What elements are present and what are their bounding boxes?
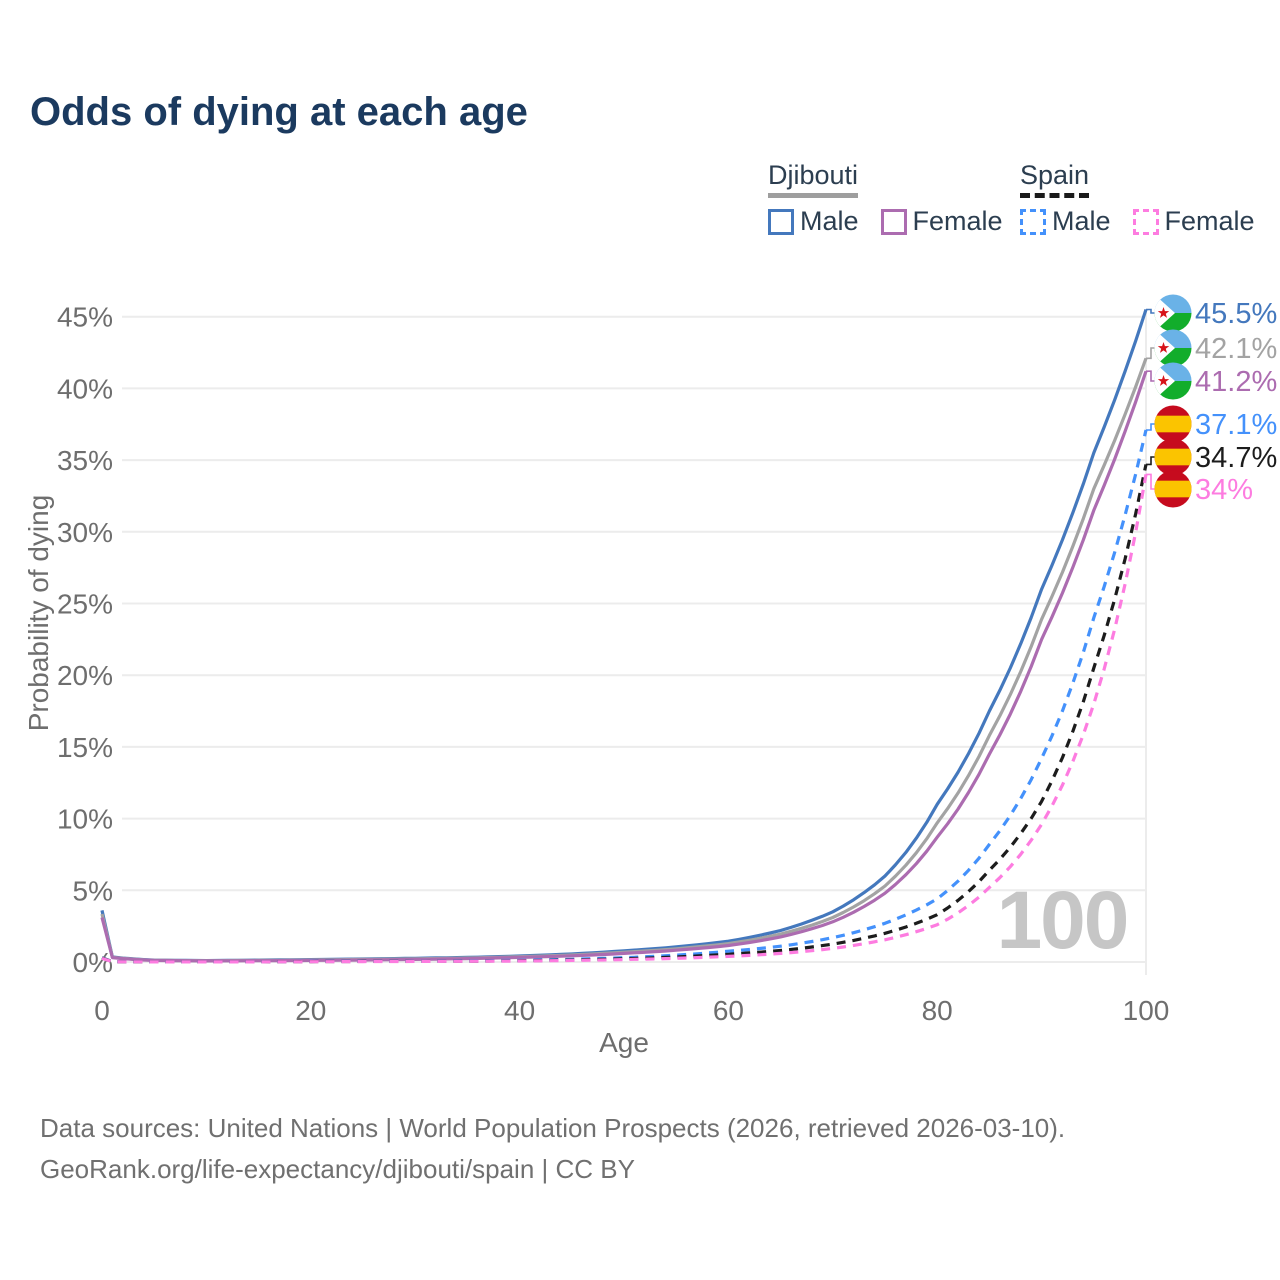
footer: Data sources: United Nations | World Pop… <box>40 1108 1065 1190</box>
flag-icon-spain <box>1154 405 1192 443</box>
legend-chip-djibouti-female[interactable] <box>880 208 907 235</box>
series-line-spain-both-sexes <box>101 464 1148 964</box>
series-line-djibouti-both-sexes <box>100 357 1148 963</box>
end-label-leader-djibouti-female <box>1146 370 1157 382</box>
end-label-value-djibouti-both-sexes: 42.1% <box>1195 333 1277 365</box>
legend-spain-header: Spain <box>1020 160 1090 198</box>
x-tick-20: 20 <box>295 995 326 1026</box>
flag-icon-djibouti <box>1154 362 1192 400</box>
end-label-leader-spain-male <box>1146 423 1157 431</box>
series-line-djibouti-female <box>100 370 1148 963</box>
end-label-leader-spain-both-sexes <box>1146 456 1157 466</box>
end-label-leader-spain-female <box>1146 473 1157 490</box>
legend-group-spain: Spain Male Female <box>1020 160 1277 237</box>
legend-label-spain-male[interactable]: Male <box>1052 206 1111 236</box>
end-label-leader-djibouti-both-sexes <box>1146 347 1157 360</box>
legend-group-djibouti: Djibouti Male Female <box>768 160 1025 237</box>
legend-label-djibouti-female[interactable]: Female <box>912 206 1003 236</box>
legend-djibouti-header: Djibouti <box>768 160 859 198</box>
legend: Djibouti Male Female Spain Male Female <box>0 160 1280 244</box>
y-tick-10%: 10% <box>57 804 113 835</box>
end-label-value-djibouti-female: 41.2% <box>1195 366 1277 398</box>
y-tick-15%: 15% <box>57 732 113 763</box>
flag-icon-djibouti <box>1154 294 1192 332</box>
flag-icon-djibouti <box>1154 329 1192 367</box>
watermark-age-100: 100 <box>997 875 1128 966</box>
legend-chip-spain-female[interactable] <box>1132 208 1159 235</box>
legend-label-djibouti-male[interactable]: Male <box>800 206 859 236</box>
legend-chip-spain-male[interactable] <box>1020 208 1046 235</box>
y-tick-30%: 30% <box>57 517 113 548</box>
legend-djibouti-items: Male Female <box>768 206 1025 237</box>
y-tick-0%: 0% <box>73 947 113 978</box>
legend-chip-djibouti-male[interactable] <box>768 208 794 235</box>
flag-icon-spain <box>1154 470 1192 508</box>
y-tick-40%: 40% <box>57 373 113 404</box>
x-tick-40: 40 <box>504 995 535 1026</box>
end-label-value-djibouti-male: 45.5% <box>1195 298 1277 330</box>
series-line-spain-male <box>101 429 1148 964</box>
legend-label-spain-female[interactable]: Female <box>1164 206 1255 236</box>
x-tick-100: 100 <box>1123 995 1170 1026</box>
y-tick-20%: 20% <box>57 660 113 691</box>
end-label-value-spain-male: 37.1% <box>1195 409 1277 441</box>
series-line-djibouti-male <box>100 308 1148 963</box>
legend-spain-items: Male Female <box>1020 206 1277 237</box>
end-label-value-spain-both-sexes: 34.7% <box>1195 442 1277 474</box>
y-tick-35%: 35% <box>57 445 113 476</box>
end-label-leader-djibouti-male <box>1146 308 1157 314</box>
y-tick-45%: 45% <box>57 302 113 333</box>
page-title: Odds of dying at each age <box>30 90 528 134</box>
y-axis-label: Probability of dying <box>23 495 54 732</box>
end-label-value-spain-female: 34% <box>1195 474 1253 506</box>
flag-icon-spain <box>1154 438 1192 476</box>
y-tick-5%: 5% <box>73 875 113 906</box>
x-tick-0: 0 <box>94 995 110 1026</box>
x-axis-label: Age <box>599 1027 649 1058</box>
x-tick-60: 60 <box>713 995 744 1026</box>
footer-data-sources: Data sources: United Nations | World Pop… <box>40 1113 1066 1143</box>
x-tick-80: 80 <box>922 995 953 1026</box>
footer-attribution: GeoRank.org/life-expectancy/djibouti/spa… <box>40 1154 635 1184</box>
series-line-spain-female <box>101 474 1148 964</box>
y-tick-25%: 25% <box>57 589 113 620</box>
